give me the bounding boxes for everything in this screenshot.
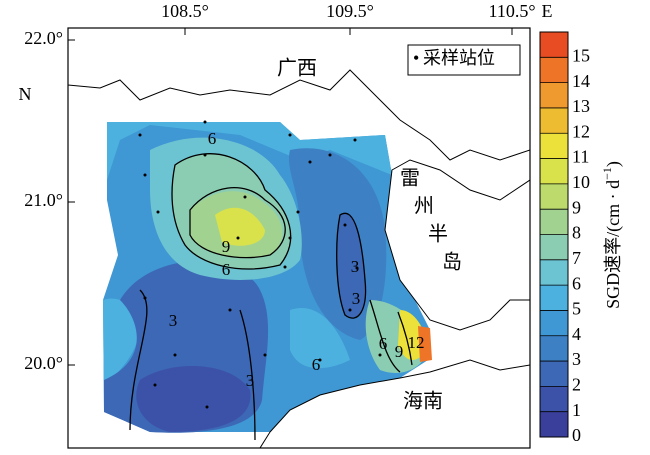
colorbar-bin	[540, 158, 568, 184]
colorbar-tick-label: 9	[572, 197, 581, 217]
place-label: 雷	[400, 168, 420, 190]
colorbar-bin	[540, 234, 568, 260]
map-frame	[67, 27, 531, 449]
contour-label: 6	[379, 334, 388, 353]
colorbar-tick-label: 10	[572, 172, 590, 192]
lon-label: 109.5°	[326, 1, 374, 21]
contour	[171, 153, 292, 270]
colorbar-bin	[540, 335, 568, 362]
colorbar-tick-label: 3	[572, 349, 581, 369]
colorbar-bin	[540, 133, 568, 159]
colorbar-tick-label: 12	[572, 121, 590, 141]
colorbar-bin	[540, 310, 568, 336]
colorbar-tick-label: 2	[572, 375, 581, 395]
colorbar-title: SGD速率/(cm · d−1)	[600, 161, 624, 309]
place-label: 广西	[277, 57, 317, 80]
contour-label: 3	[351, 257, 360, 276]
colorbar-tick-label: 1	[572, 400, 581, 420]
colorbar-bin	[540, 183, 568, 210]
lat-label: 20.0°	[24, 353, 63, 373]
colorbar-tick-label: 15	[572, 45, 590, 65]
contour-label: 3	[246, 371, 255, 390]
lon-label: 110.5°	[488, 1, 535, 21]
colorbar-tick-label: 8	[572, 223, 581, 243]
legend-box	[407, 44, 521, 76]
contour-label: 3	[352, 289, 361, 308]
legend-marker: •	[413, 48, 419, 68]
contour-label: 6	[208, 129, 217, 148]
colorbar-bin	[540, 259, 568, 286]
contour	[369, 299, 413, 373]
place-label: 海南	[403, 390, 443, 413]
colorbar-bin	[540, 107, 568, 134]
lat-unit: N	[19, 84, 32, 104]
contour-label: 9	[395, 342, 404, 361]
hainan-coast	[259, 359, 530, 448]
contour-label: 6	[222, 260, 231, 279]
colorbar-bin	[540, 32, 568, 58]
contour-label: 3	[169, 311, 178, 330]
colorbar-tick-label: 7	[572, 248, 581, 268]
colorbar-tick-label: 14	[572, 71, 590, 91]
contour	[189, 187, 286, 259]
lon-label: 108.5°	[161, 1, 209, 21]
colorbar-bin	[540, 411, 568, 437]
colorbar-tick-label: 0	[572, 425, 581, 445]
colorbar-bin	[540, 209, 568, 235]
place-label: 岛	[442, 251, 462, 274]
leizhou-peninsula	[384, 159, 530, 331]
stations	[138, 120, 382, 409]
colorbar-bin	[540, 285, 568, 311]
place-label: 半	[428, 223, 448, 246]
place-label: 州	[414, 196, 434, 218]
lat-label: 22.0°	[24, 28, 63, 48]
lat-label: 21.0°	[24, 190, 63, 210]
contour-label: 12	[408, 333, 425, 352]
colorbar-tick-label: 13	[572, 96, 590, 116]
colorbar-tick-label: 4	[572, 324, 581, 344]
colorbar-tick-label: 5	[572, 299, 581, 319]
colorbar-bin	[540, 57, 568, 83]
colorbar-tick-label: 6	[572, 273, 581, 293]
contour	[336, 212, 367, 319]
colorbar-bin	[540, 386, 568, 412]
colorbar-bin	[540, 82, 568, 108]
map-field	[68, 28, 530, 448]
legend-label: 采样站位	[423, 48, 495, 68]
contour-label: 6	[312, 355, 321, 374]
lon-unit: E	[542, 1, 553, 21]
colorbar-tick-label: 11	[572, 147, 589, 167]
colorbar-bin	[540, 361, 568, 387]
contour-label: 9	[222, 237, 231, 256]
